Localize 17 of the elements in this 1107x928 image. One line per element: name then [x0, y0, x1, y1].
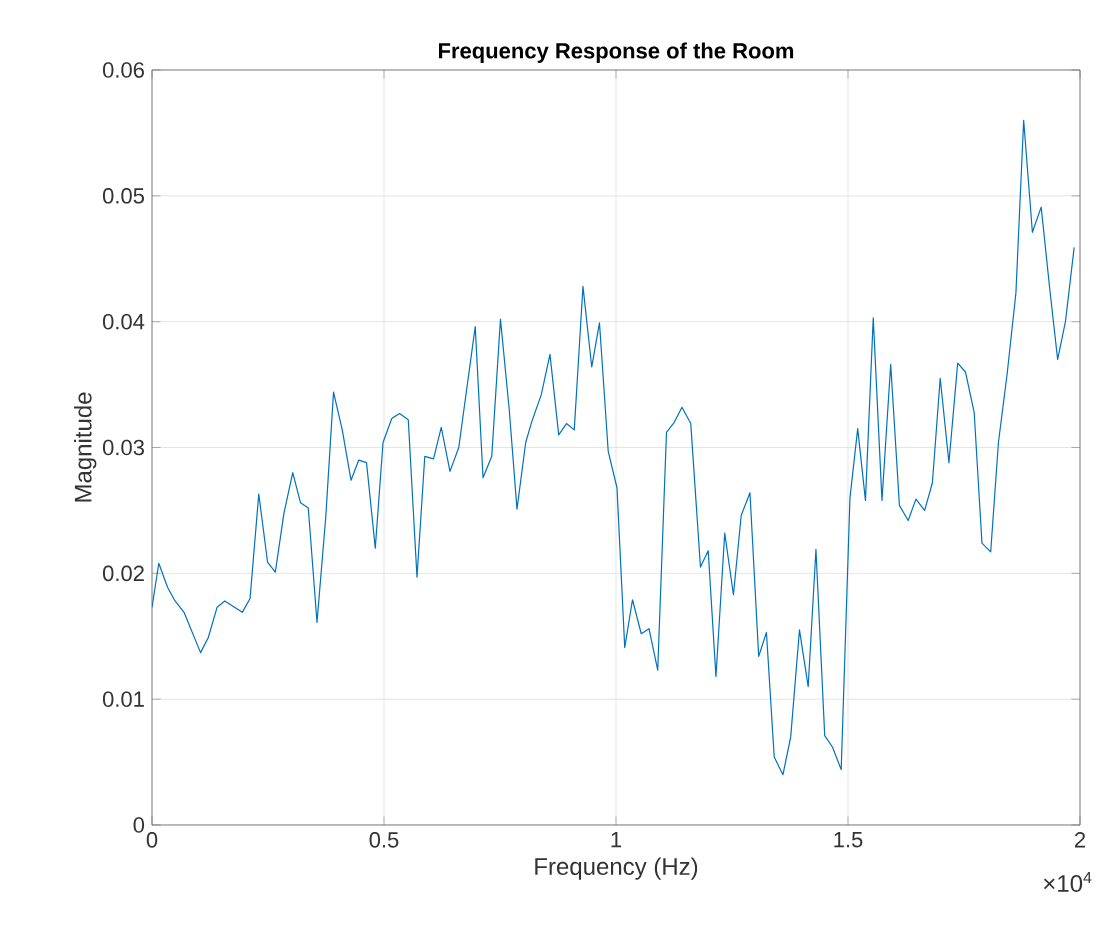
y-axis-title: Magnitude — [74, 392, 97, 502]
y-tick-label: 0.02 — [102, 565, 144, 582]
x-tick-label: 0 — [146, 832, 158, 848]
line-series — [152, 119, 1075, 776]
y-tick-label: 0.04 — [102, 313, 145, 330]
x-axis-title: Frequency (Hz) — [535, 857, 698, 880]
x-tick-label: 2 — [1074, 832, 1086, 848]
x-tick-label: 1 — [611, 832, 622, 848]
y-tick-label: 0.05 — [102, 188, 144, 204]
text: ×10$^{4}$ — [1043, 872, 1092, 892]
chart-title: Frequency Response of the Room — [439, 42, 794, 63]
x-tick-label: 1.5 — [834, 832, 863, 848]
x-tick-label: 0.5 — [369, 832, 399, 848]
y-tick-label: 0 — [133, 817, 145, 833]
y-tick-label: 0.03 — [102, 439, 144, 456]
y-tick-label: 0.06 — [102, 62, 144, 78]
y-tick-label: 0.01 — [102, 691, 144, 707]
